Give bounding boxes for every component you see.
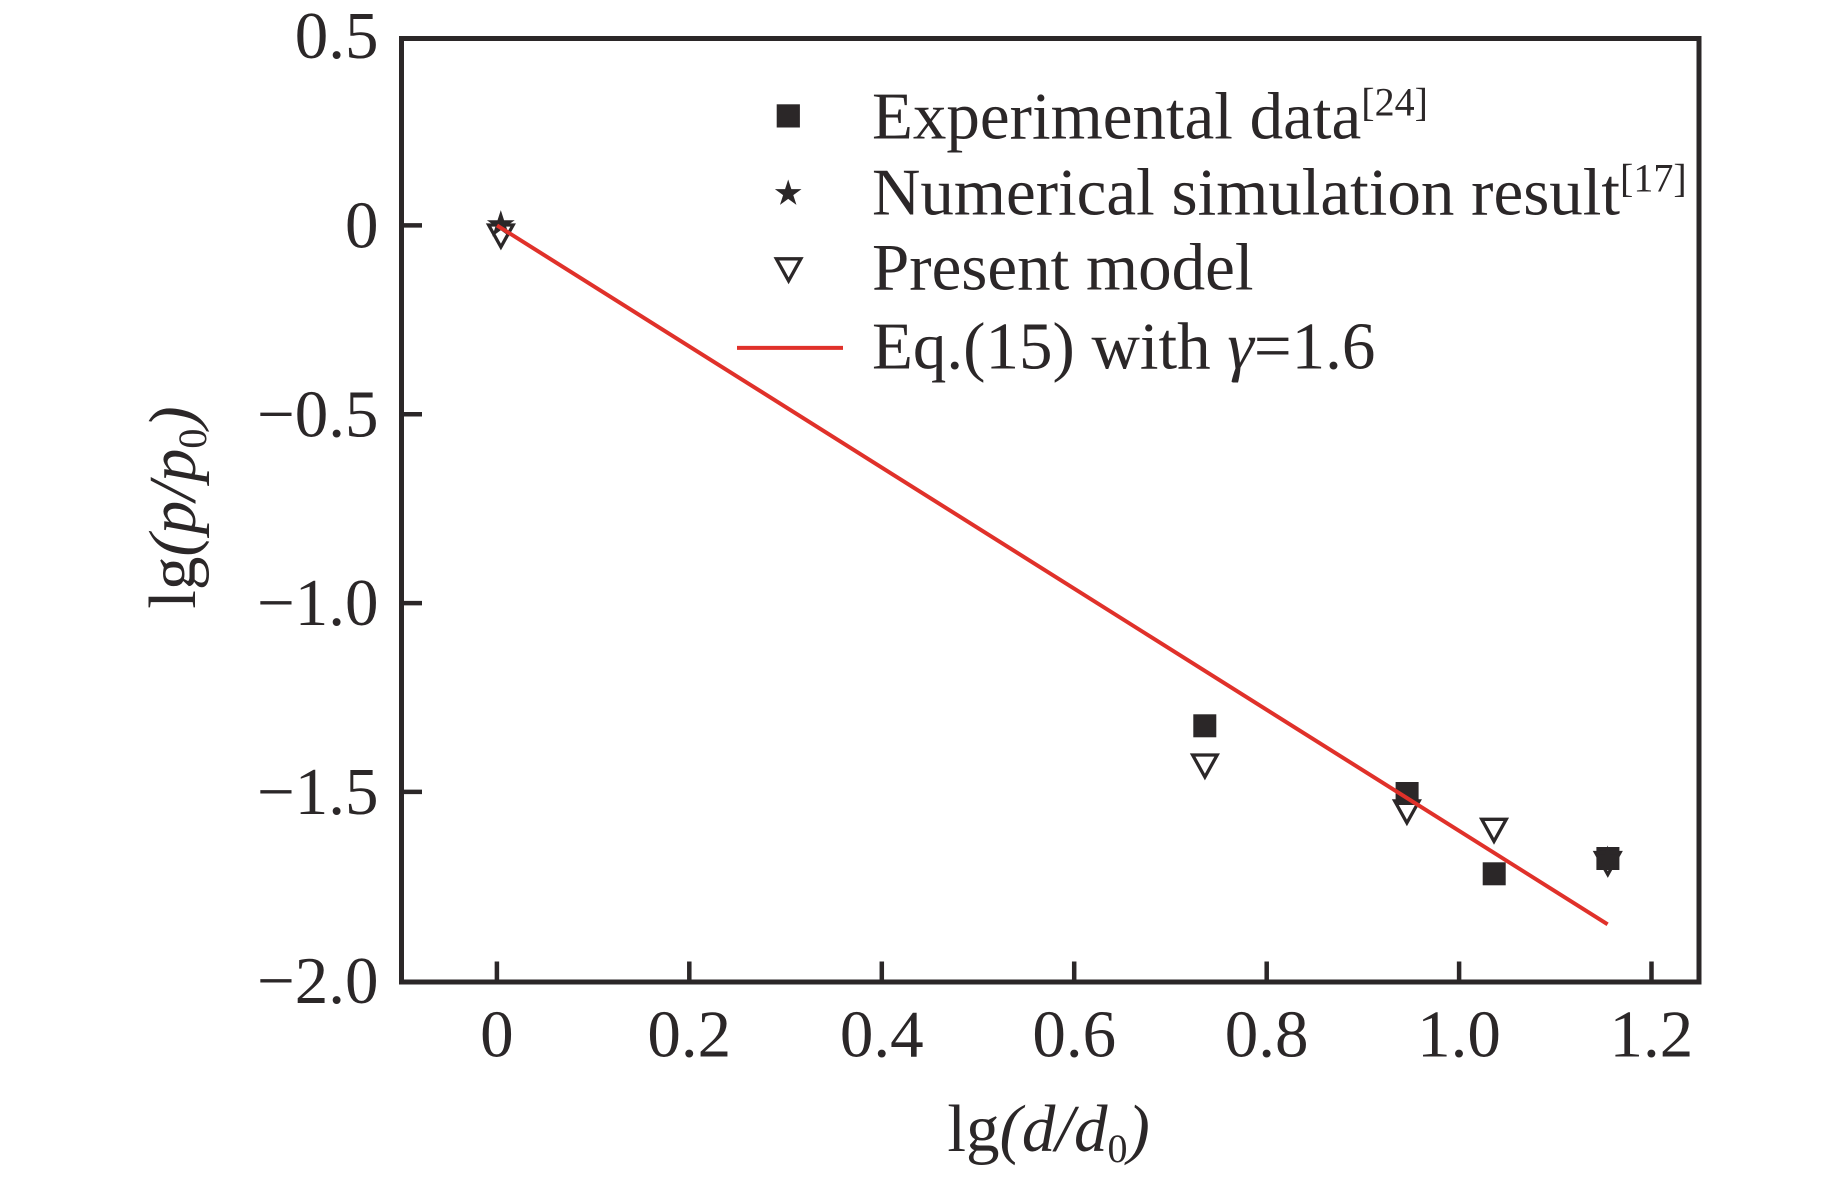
svg-text:Eq.(15) with γ=1.6: Eq.(15) with γ=1.6 — [872, 310, 1375, 384]
svg-text:0.2: 0.2 — [647, 998, 731, 1072]
svg-text:Experimental data[24]: Experimental data[24] — [872, 80, 1428, 154]
svg-text:Present model: Present model — [872, 231, 1253, 305]
svg-text:0.4: 0.4 — [840, 998, 924, 1072]
svg-text:0.8: 0.8 — [1225, 998, 1309, 1072]
svg-text:0: 0 — [345, 189, 379, 263]
svg-text:0.5: 0.5 — [295, 0, 379, 73]
svg-text:−1.0: −1.0 — [257, 566, 379, 640]
svg-text:lg(p/p0): lg(p/p0) — [136, 406, 215, 608]
svg-text:−2.0: −2.0 — [257, 944, 379, 1018]
svg-text:−1.5: −1.5 — [257, 755, 379, 829]
svg-text:1.2: 1.2 — [1610, 998, 1694, 1072]
svg-text:Numerical simulation result[17: Numerical simulation result[17] — [872, 155, 1687, 229]
svg-text:0.6: 0.6 — [1032, 998, 1116, 1072]
svg-text:1.0: 1.0 — [1417, 998, 1501, 1072]
svg-text:−0.5: −0.5 — [257, 377, 379, 451]
svg-text:0: 0 — [480, 998, 514, 1072]
svg-text:lg(d/d0): lg(d/d0) — [947, 1092, 1149, 1171]
